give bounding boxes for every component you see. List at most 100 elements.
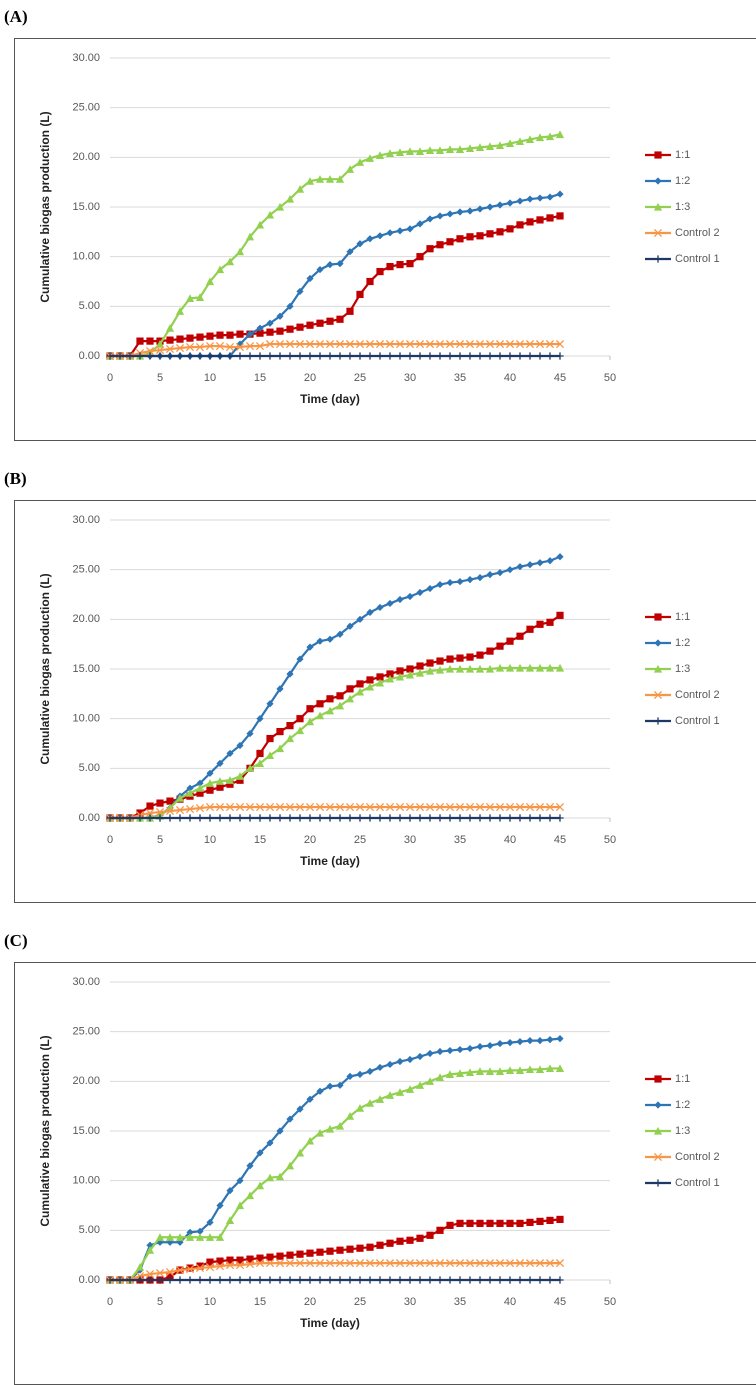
marker <box>336 1276 343 1283</box>
marker <box>256 1276 263 1283</box>
marker <box>416 662 423 669</box>
series <box>106 1216 563 1284</box>
marker <box>546 814 553 821</box>
marker <box>216 1276 223 1283</box>
marker <box>176 814 183 821</box>
marker <box>496 1220 503 1227</box>
marker <box>376 1276 383 1283</box>
y-tick-label: 25.00 <box>72 102 100 114</box>
series <box>106 130 564 359</box>
x-axis-title: Time (day) <box>300 392 360 406</box>
marker <box>396 1276 403 1283</box>
marker <box>356 352 363 359</box>
marker <box>326 695 333 702</box>
marker <box>186 335 193 342</box>
y-tick-label: 30.00 <box>72 976 100 988</box>
y-tick-label: 30.00 <box>72 514 100 526</box>
marker <box>546 214 553 221</box>
panel-label: (C) <box>4 931 28 950</box>
legend-label: Control 1 <box>675 1177 720 1189</box>
marker <box>506 1276 513 1283</box>
marker <box>376 268 383 275</box>
marker <box>506 814 513 821</box>
marker <box>336 352 343 359</box>
marker <box>406 225 413 232</box>
marker <box>316 700 323 707</box>
x-axis-title: Time (day) <box>300 1316 360 1330</box>
marker <box>196 352 203 359</box>
marker <box>516 1038 523 1045</box>
marker <box>266 329 273 336</box>
marker <box>556 814 563 821</box>
marker <box>406 814 413 821</box>
marker <box>366 278 373 285</box>
marker <box>476 651 483 658</box>
legend-label: 1:2 <box>675 637 690 649</box>
x-tick-label: 20 <box>304 834 316 846</box>
marker <box>146 338 153 345</box>
series <box>106 352 563 359</box>
legend-label: 1:3 <box>675 201 690 213</box>
marker <box>296 324 303 331</box>
marker <box>266 1276 273 1283</box>
y-tick-label: 15.00 <box>72 663 100 675</box>
marker <box>356 1071 363 1078</box>
legend-marker <box>654 639 661 646</box>
y-axis-title: Cumulative biogas production (L) <box>38 1035 52 1226</box>
legend-label: 1:3 <box>675 663 690 675</box>
marker <box>236 352 243 359</box>
marker <box>486 571 493 578</box>
marker <box>366 814 373 821</box>
marker <box>356 814 363 821</box>
marker <box>386 263 393 270</box>
marker <box>486 230 493 237</box>
marker <box>246 1276 253 1283</box>
marker <box>556 212 563 219</box>
marker <box>536 352 543 359</box>
marker <box>386 1240 393 1247</box>
marker <box>176 1276 183 1283</box>
marker <box>546 1276 553 1283</box>
marker <box>516 221 523 228</box>
marker <box>336 316 343 323</box>
marker <box>226 332 233 339</box>
marker <box>456 1046 463 1053</box>
marker <box>256 750 263 757</box>
x-tick-label: 45 <box>554 372 566 384</box>
marker <box>306 322 313 329</box>
marker <box>446 579 453 586</box>
marker <box>466 1276 473 1283</box>
marker <box>556 612 563 619</box>
legend-item: Control 2 <box>645 1151 720 1163</box>
x-tick-label: 30 <box>404 1296 416 1308</box>
marker <box>506 352 513 359</box>
marker <box>156 800 163 807</box>
legend-item: Control 2 <box>645 227 720 239</box>
marker <box>436 581 443 588</box>
x-tick-label: 10 <box>204 372 216 384</box>
marker <box>396 261 403 268</box>
marker <box>436 814 443 821</box>
panel-frame <box>15 39 756 441</box>
marker <box>286 1276 293 1283</box>
legend-item: Control 2 <box>645 689 720 701</box>
marker <box>366 1068 373 1075</box>
marker <box>516 352 523 359</box>
marker <box>236 1276 243 1283</box>
marker <box>536 559 543 566</box>
y-tick-label: 25.00 <box>72 1026 100 1038</box>
marker <box>506 225 513 232</box>
marker <box>416 352 423 359</box>
marker <box>426 245 433 252</box>
marker <box>406 352 413 359</box>
marker <box>226 814 233 821</box>
x-tick-label: 45 <box>554 834 566 846</box>
y-tick-label: 20.00 <box>72 151 100 163</box>
marker <box>196 1276 203 1283</box>
x-tick-label: 10 <box>204 1296 216 1308</box>
y-tick-label: 0.00 <box>79 1274 100 1286</box>
panel-label: (A) <box>4 7 28 26</box>
series-line <box>110 557 560 818</box>
marker <box>546 1036 553 1043</box>
marker <box>536 621 543 628</box>
